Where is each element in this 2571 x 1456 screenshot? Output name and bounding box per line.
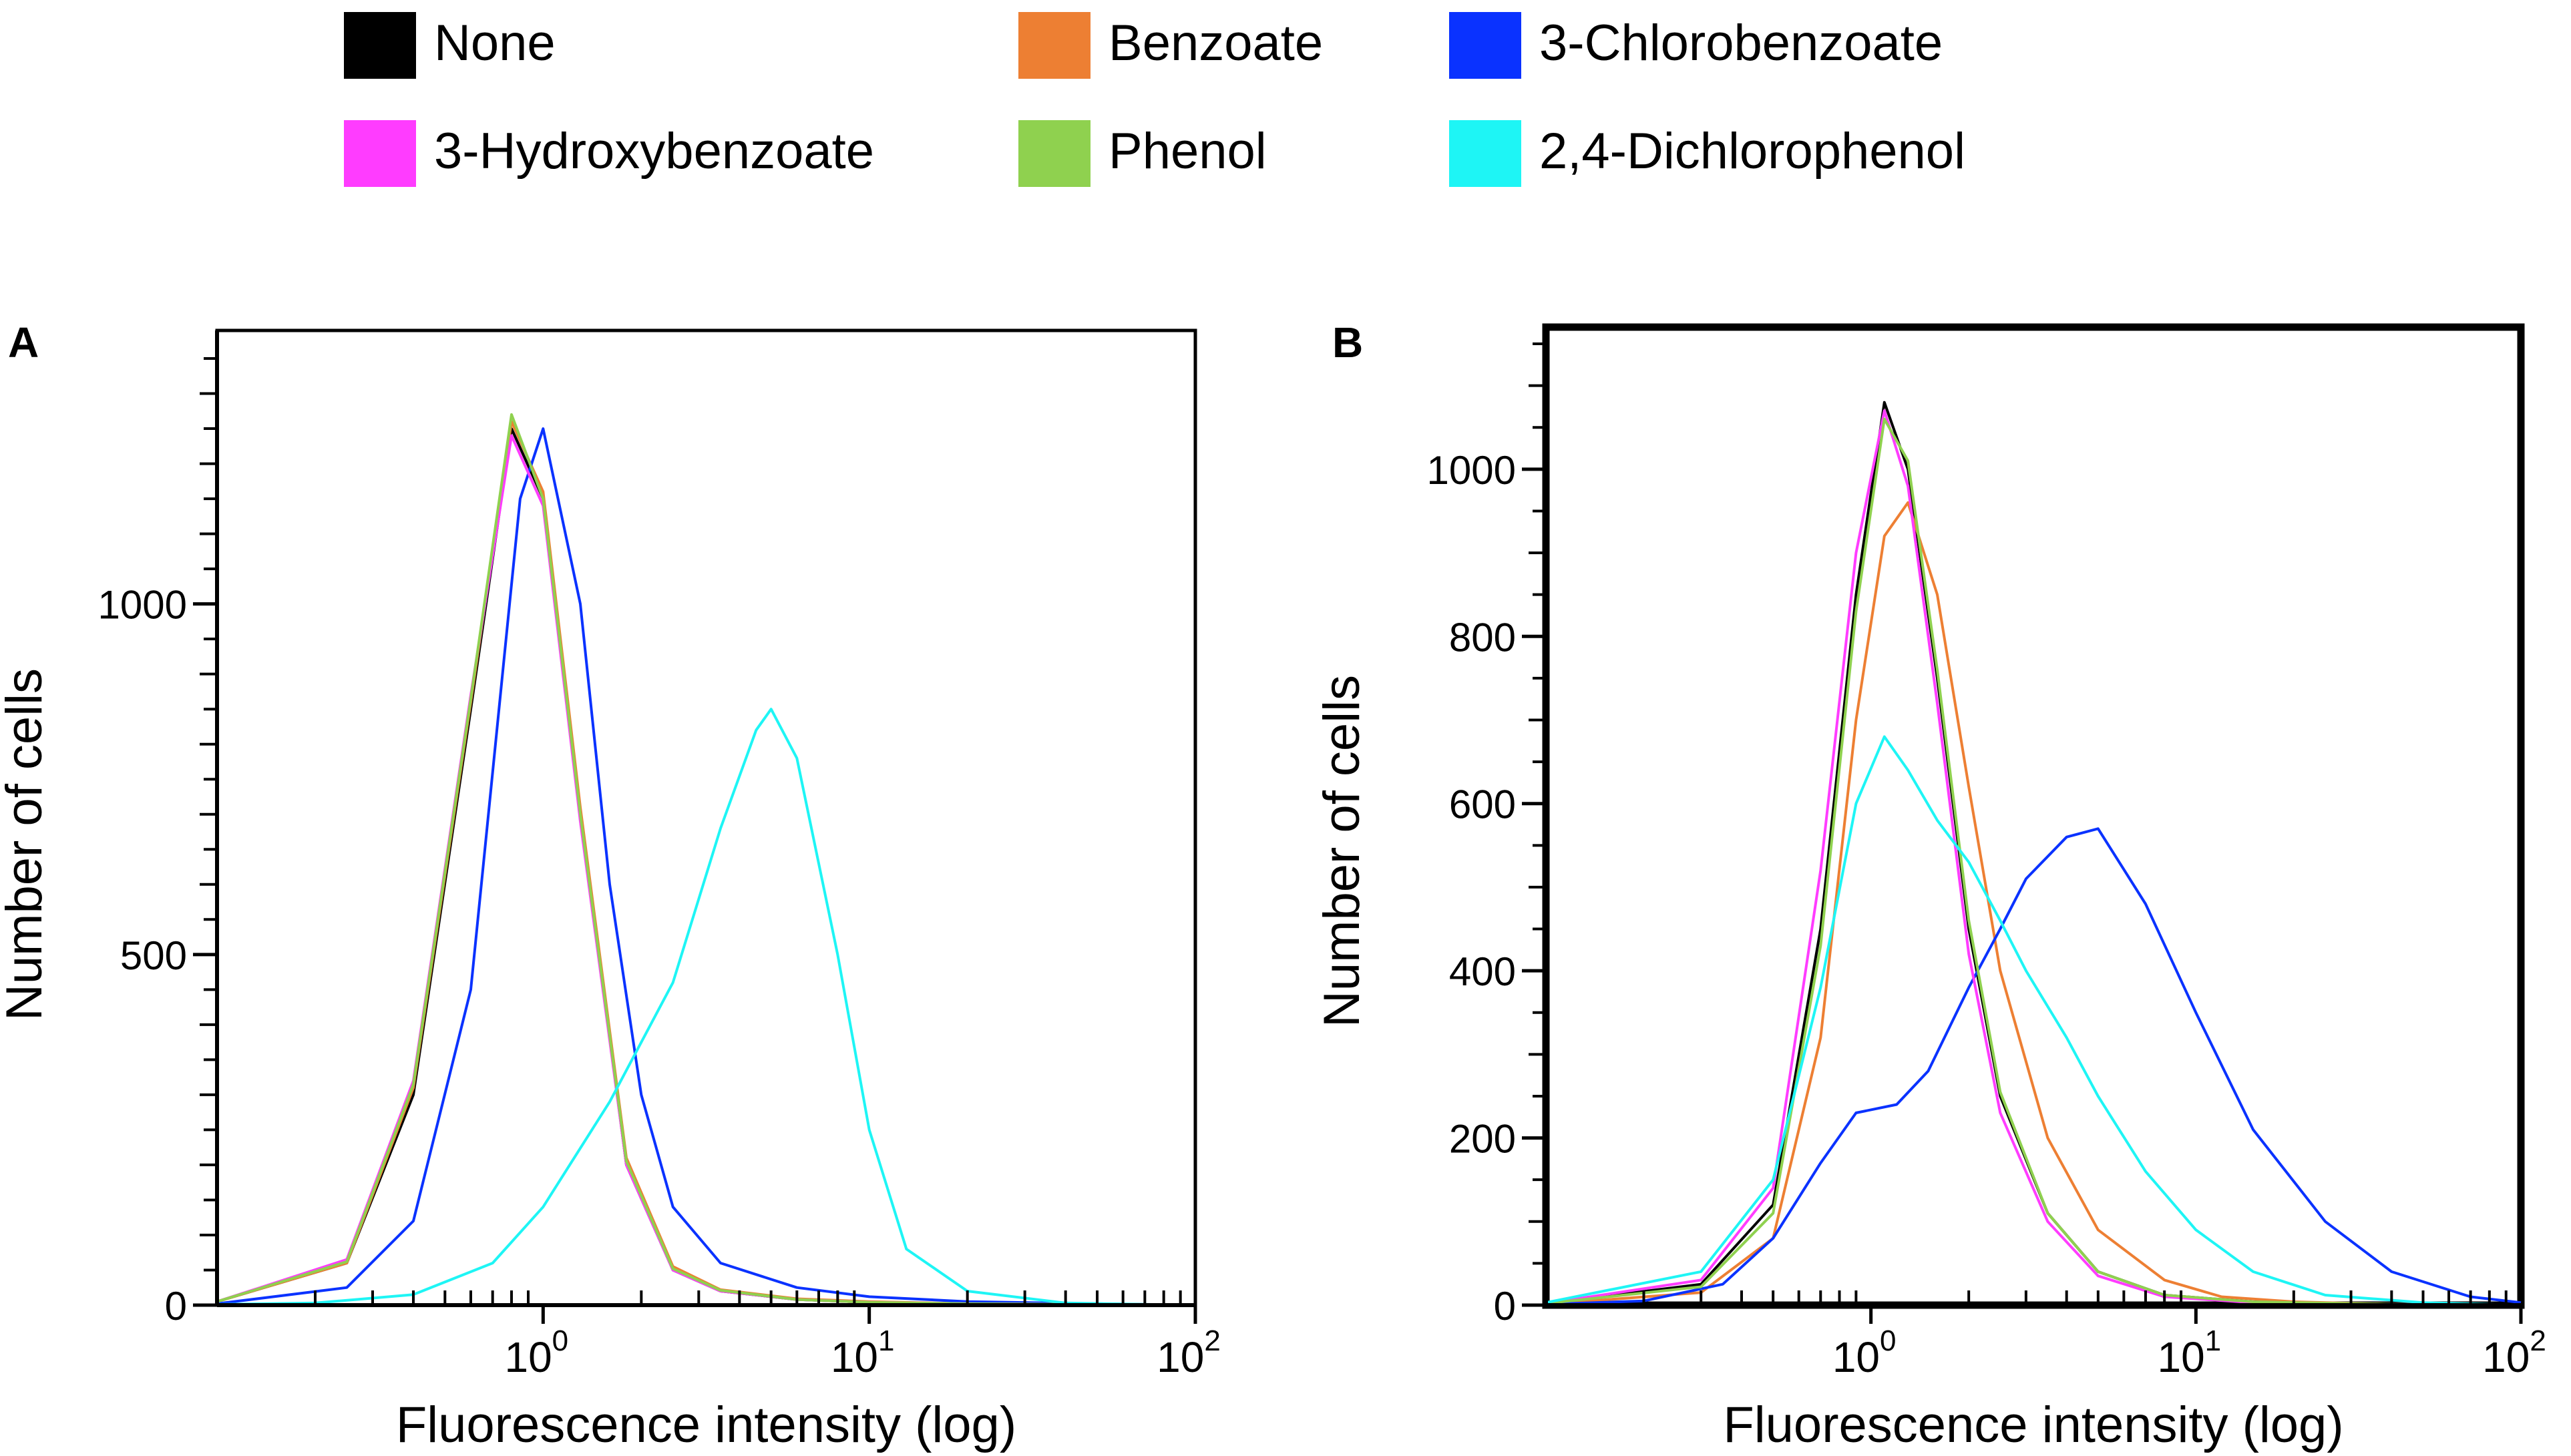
legend-swatch-3-hydroxybenzoate <box>344 120 416 187</box>
y-tick-label: 1000 <box>1427 448 1516 493</box>
legend: None Benzoate 3-Chlorobenzoate 3-Hydroxyben… <box>344 12 1965 187</box>
y-tick-label: 200 <box>1449 1117 1516 1162</box>
legend-swatch-3-chlorobenzoate <box>1449 12 1521 79</box>
series-2-4-dichlorophenol <box>1545 735 2522 1306</box>
legend-swatch-2-4-dichlorophenol <box>1449 120 1521 187</box>
x-tick-label: 102 <box>1157 1324 1221 1381</box>
y-tick-label: 0 <box>165 1284 187 1328</box>
legend-item-none: None <box>344 12 556 79</box>
legend-label-3-chlorobenzoate: 3-Chlorobenzoate <box>1539 15 1943 71</box>
legend-item-3-hydroxybenzoate: 3-Hydroxybenzoate <box>344 120 874 187</box>
panel-letter-b: B <box>1332 318 1363 367</box>
plot-frame <box>215 328 1197 1307</box>
y-tick-label: 600 <box>1449 782 1516 827</box>
legend-label-phenol: Phenol <box>1109 123 1267 180</box>
y-axis-title: Number of cells <box>0 668 53 1021</box>
series-benzoate <box>216 420 1196 1306</box>
y-tick-label: 500 <box>120 933 187 978</box>
y-tick-label: 800 <box>1449 615 1516 660</box>
x-tick-label: 101 <box>831 1324 895 1381</box>
legend-label-2-4-dichlorophenol: 2,4-Dichlorophenol <box>1539 123 1965 180</box>
x-axis-title: Fluorescence intensity (log) <box>396 1397 1016 1453</box>
series-3-hydroxybenzoate <box>1545 409 2522 1306</box>
legend-swatch-benzoate <box>1018 12 1091 79</box>
panel-letter-a: A <box>8 318 39 367</box>
y-axis-title: Number of cells <box>1314 675 1370 1027</box>
legend-item-phenol: Phenol <box>1018 120 1267 187</box>
x-tick-label: 100 <box>504 1324 568 1381</box>
series-2-4-dichlorophenol <box>216 708 1196 1306</box>
x-tick-label: 101 <box>2157 1324 2221 1381</box>
series-phenol <box>1545 417 2522 1306</box>
series-none <box>216 427 1196 1306</box>
series-none <box>1545 401 2522 1306</box>
series-3-chlorobenzoate <box>216 427 1196 1306</box>
legend-label-none: None <box>434 15 556 71</box>
legend-swatch-phenol <box>1018 120 1091 187</box>
plot-frame <box>1542 323 2525 1309</box>
series-phenol <box>216 413 1196 1306</box>
series-benzoate <box>1545 501 2522 1306</box>
y-tick-label: 1000 <box>98 583 187 628</box>
legend-item-3-chlorobenzoate: 3-Chlorobenzoate <box>1449 12 1943 79</box>
legend-item-2-4-dichlorophenol: 2,4-Dichlorophenol <box>1449 120 1965 187</box>
y-tick-label: 0 <box>1494 1284 1516 1328</box>
y-tick-label: 400 <box>1449 949 1516 994</box>
legend-swatch-none <box>344 12 416 79</box>
panel-a: A 100 101 102 0 500 1000 Fluorescence intensity… <box>0 318 1221 1453</box>
x-tick-label: 100 <box>1832 1324 1897 1381</box>
x-axis-title: Fluorescence intensity (log) <box>1723 1397 2343 1453</box>
legend-item-benzoate: Benzoate <box>1018 12 1323 79</box>
panel-b: B 100 101 102 0 200 400 600 800 1000 Fluorescence … <box>1314 318 2546 1453</box>
series-3-chlorobenzoate <box>1545 827 2522 1306</box>
x-tick-label: 102 <box>2482 1324 2546 1381</box>
legend-label-3-hydroxybenzoate: 3-Hydroxybenzoate <box>434 123 874 180</box>
legend-label-benzoate: Benzoate <box>1109 15 1323 71</box>
